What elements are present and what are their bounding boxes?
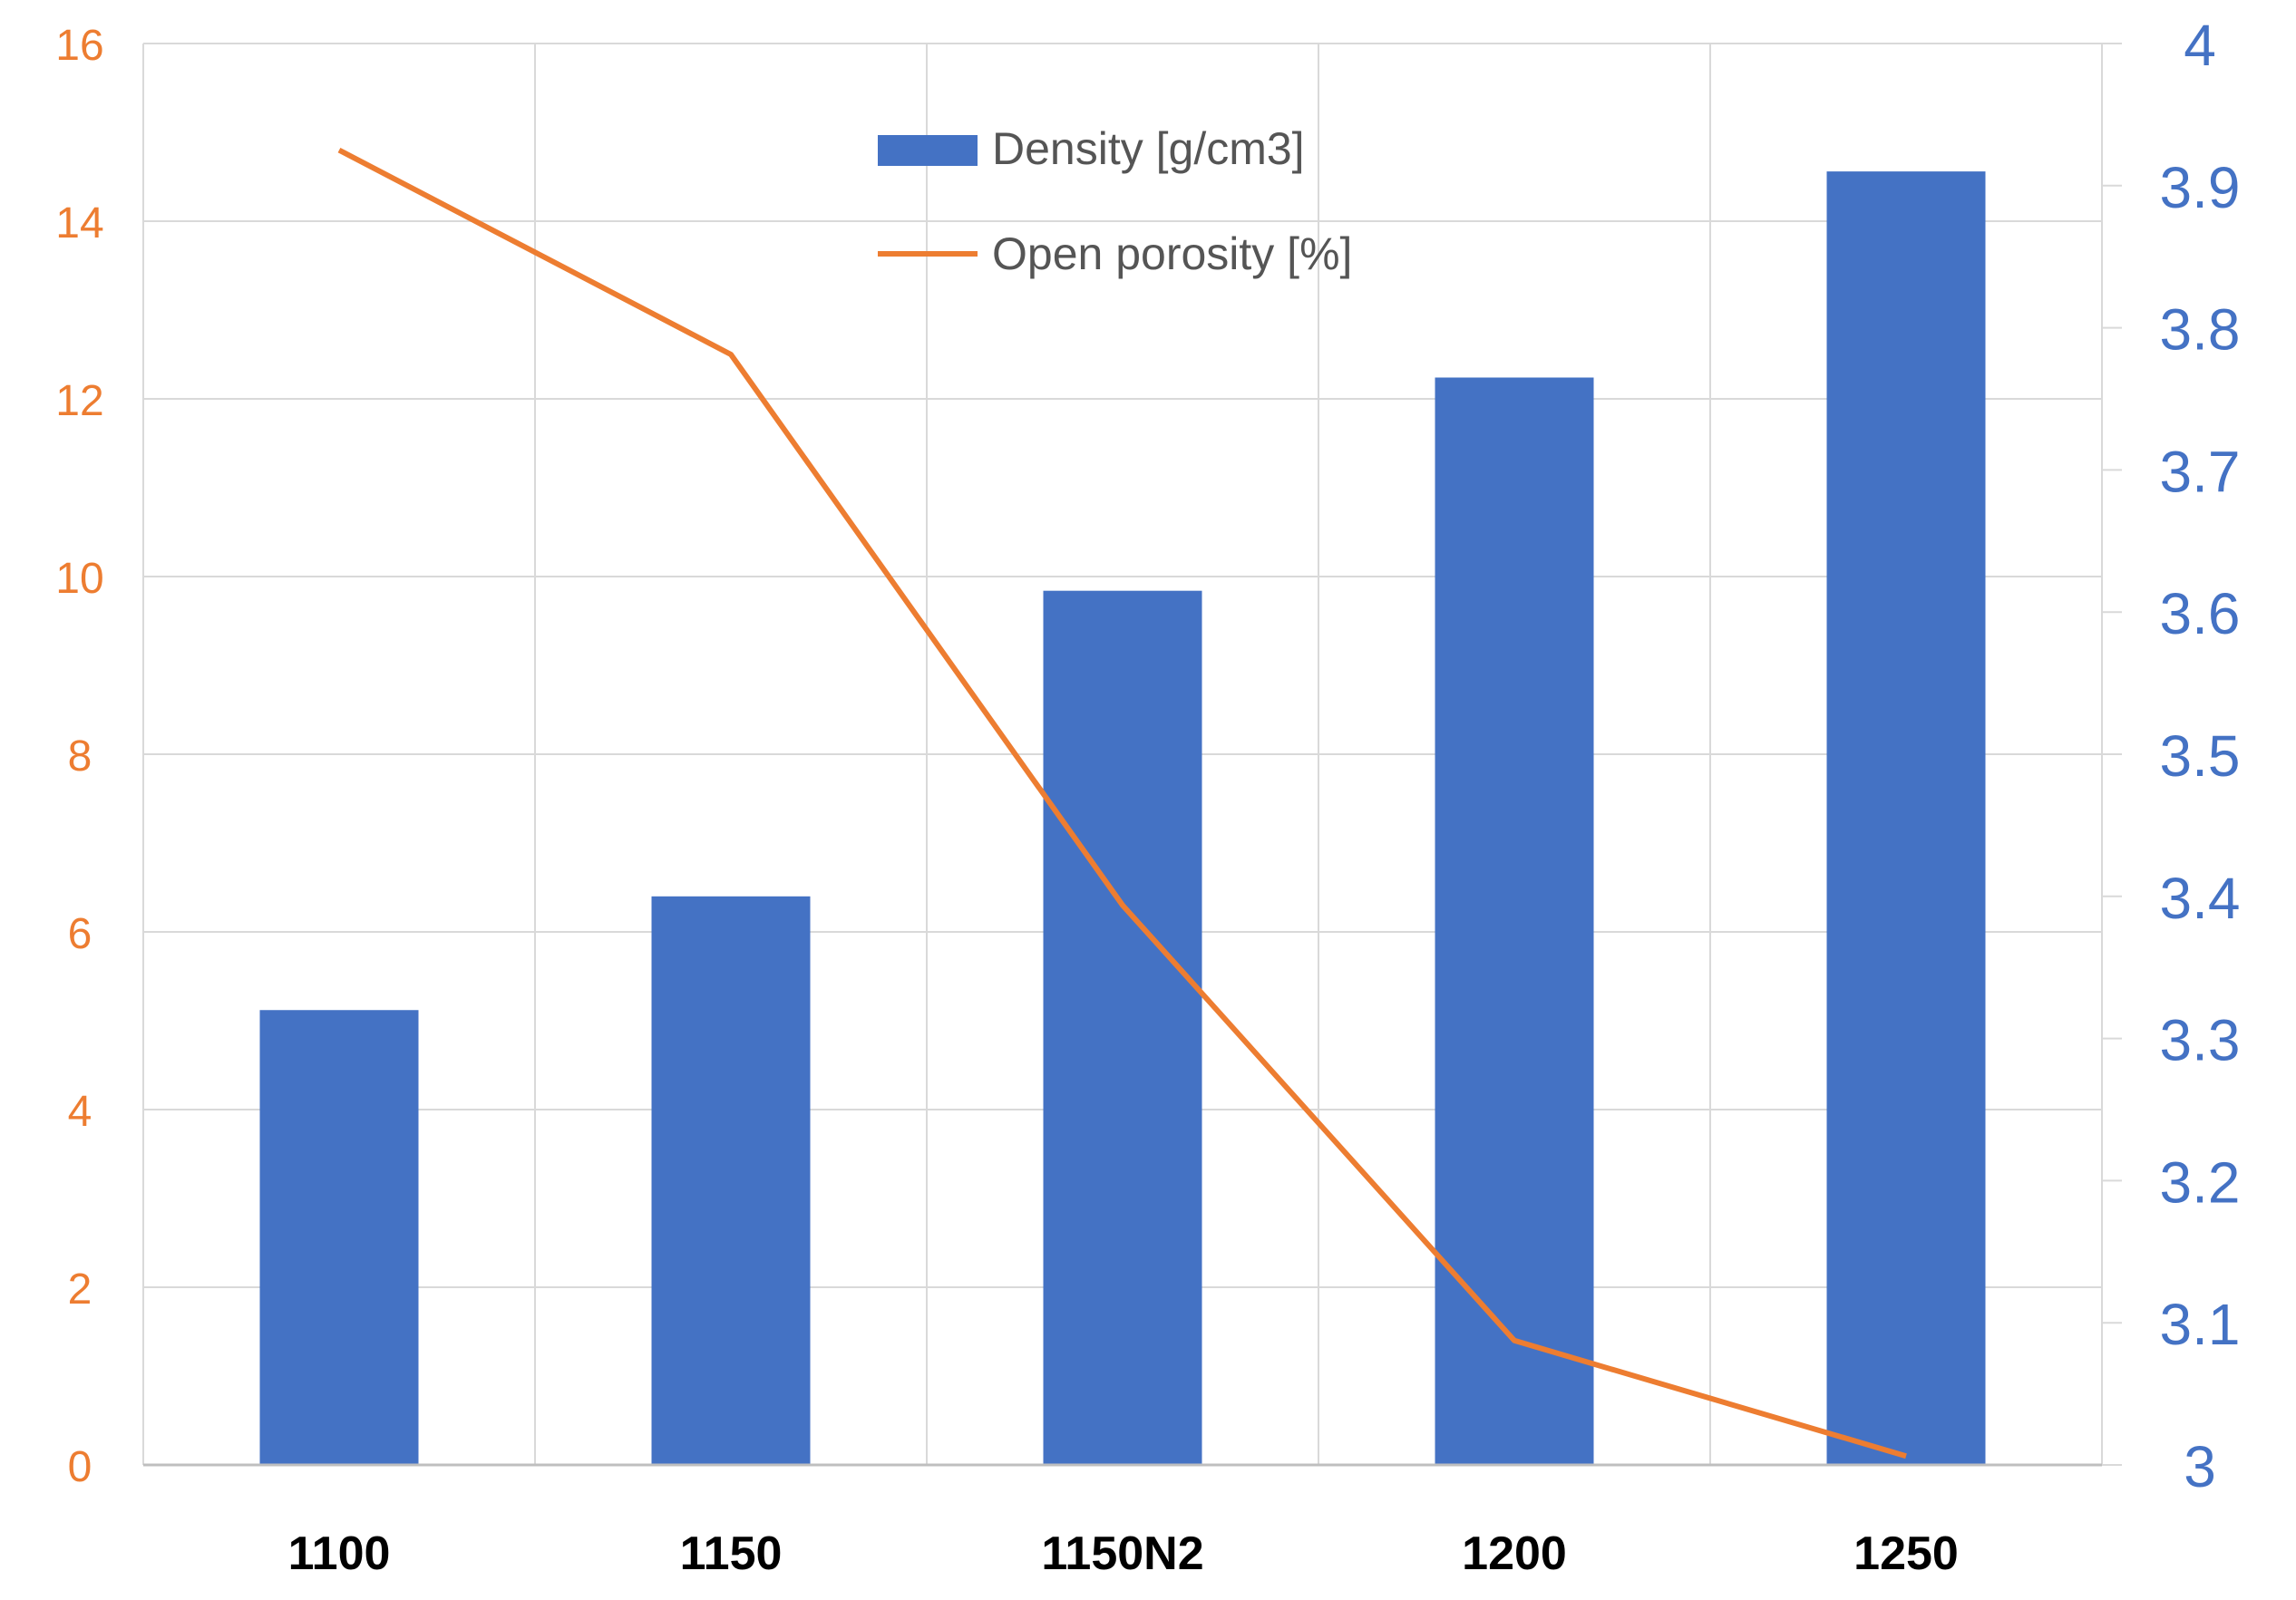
right-tick-label: 3.9 (2160, 155, 2241, 220)
left-tick-label: 14 (55, 199, 103, 247)
left-axis-ticks: 0 2 4 6 8 10 12 14 16 (55, 22, 103, 1491)
right-tick-label: 3 (2184, 1434, 2216, 1499)
left-tick-label: 8 (68, 732, 92, 781)
left-tick-label: 12 (55, 377, 103, 425)
category-label: 1150 (680, 1527, 783, 1580)
density-bar-1200 (1435, 377, 1594, 1465)
right-tick-label: 3.4 (2160, 866, 2241, 931)
density-bar-1150N2 (1044, 591, 1202, 1465)
category-label: 1100 (288, 1527, 391, 1580)
right-tick-label: 3.5 (2160, 723, 2241, 789)
category-label: 1150N2 (1041, 1527, 1203, 1580)
left-tick-label: 0 (68, 1443, 92, 1491)
right-tick-label: 3.8 (2160, 297, 2241, 363)
right-tick-label: 4 (2184, 13, 2216, 78)
density-bar-1150 (652, 897, 811, 1465)
left-tick-label: 10 (55, 555, 103, 603)
left-tick-label: 4 (68, 1088, 92, 1136)
density-bar-1250 (1827, 171, 1986, 1465)
legend: Density [g/cm3] Open porosity [%] (878, 123, 1352, 279)
legend-label-density: Density [g/cm3] (992, 123, 1305, 174)
right-tick-label: 3.1 (2160, 1292, 2241, 1357)
right-tick-label: 3.2 (2160, 1149, 2241, 1215)
category-label: 1250 (1853, 1527, 1959, 1580)
right-tick-label: 3.3 (2160, 1008, 2241, 1073)
left-tick-label: 16 (55, 22, 103, 70)
legend-swatch-density (878, 135, 978, 166)
density-bar-1100 (260, 1010, 419, 1465)
right-tick-label: 3.6 (2160, 581, 2241, 646)
bar-layer (260, 171, 1986, 1465)
category-axis-labels: 1100 1150 1150N2 1200 1250 (288, 1527, 1959, 1580)
category-label: 1200 (1462, 1527, 1567, 1580)
left-tick-label: 2 (68, 1265, 92, 1314)
left-tick-label: 6 (68, 910, 92, 958)
right-tick-label: 3.7 (2160, 439, 2241, 504)
right-axis-ticks: 3 3.1 3.2 3.3 3.4 3.5 3.6 3.7 3.8 3.9 4 (2102, 13, 2240, 1499)
legend-label-porosity: Open porosity [%] (992, 228, 1352, 279)
